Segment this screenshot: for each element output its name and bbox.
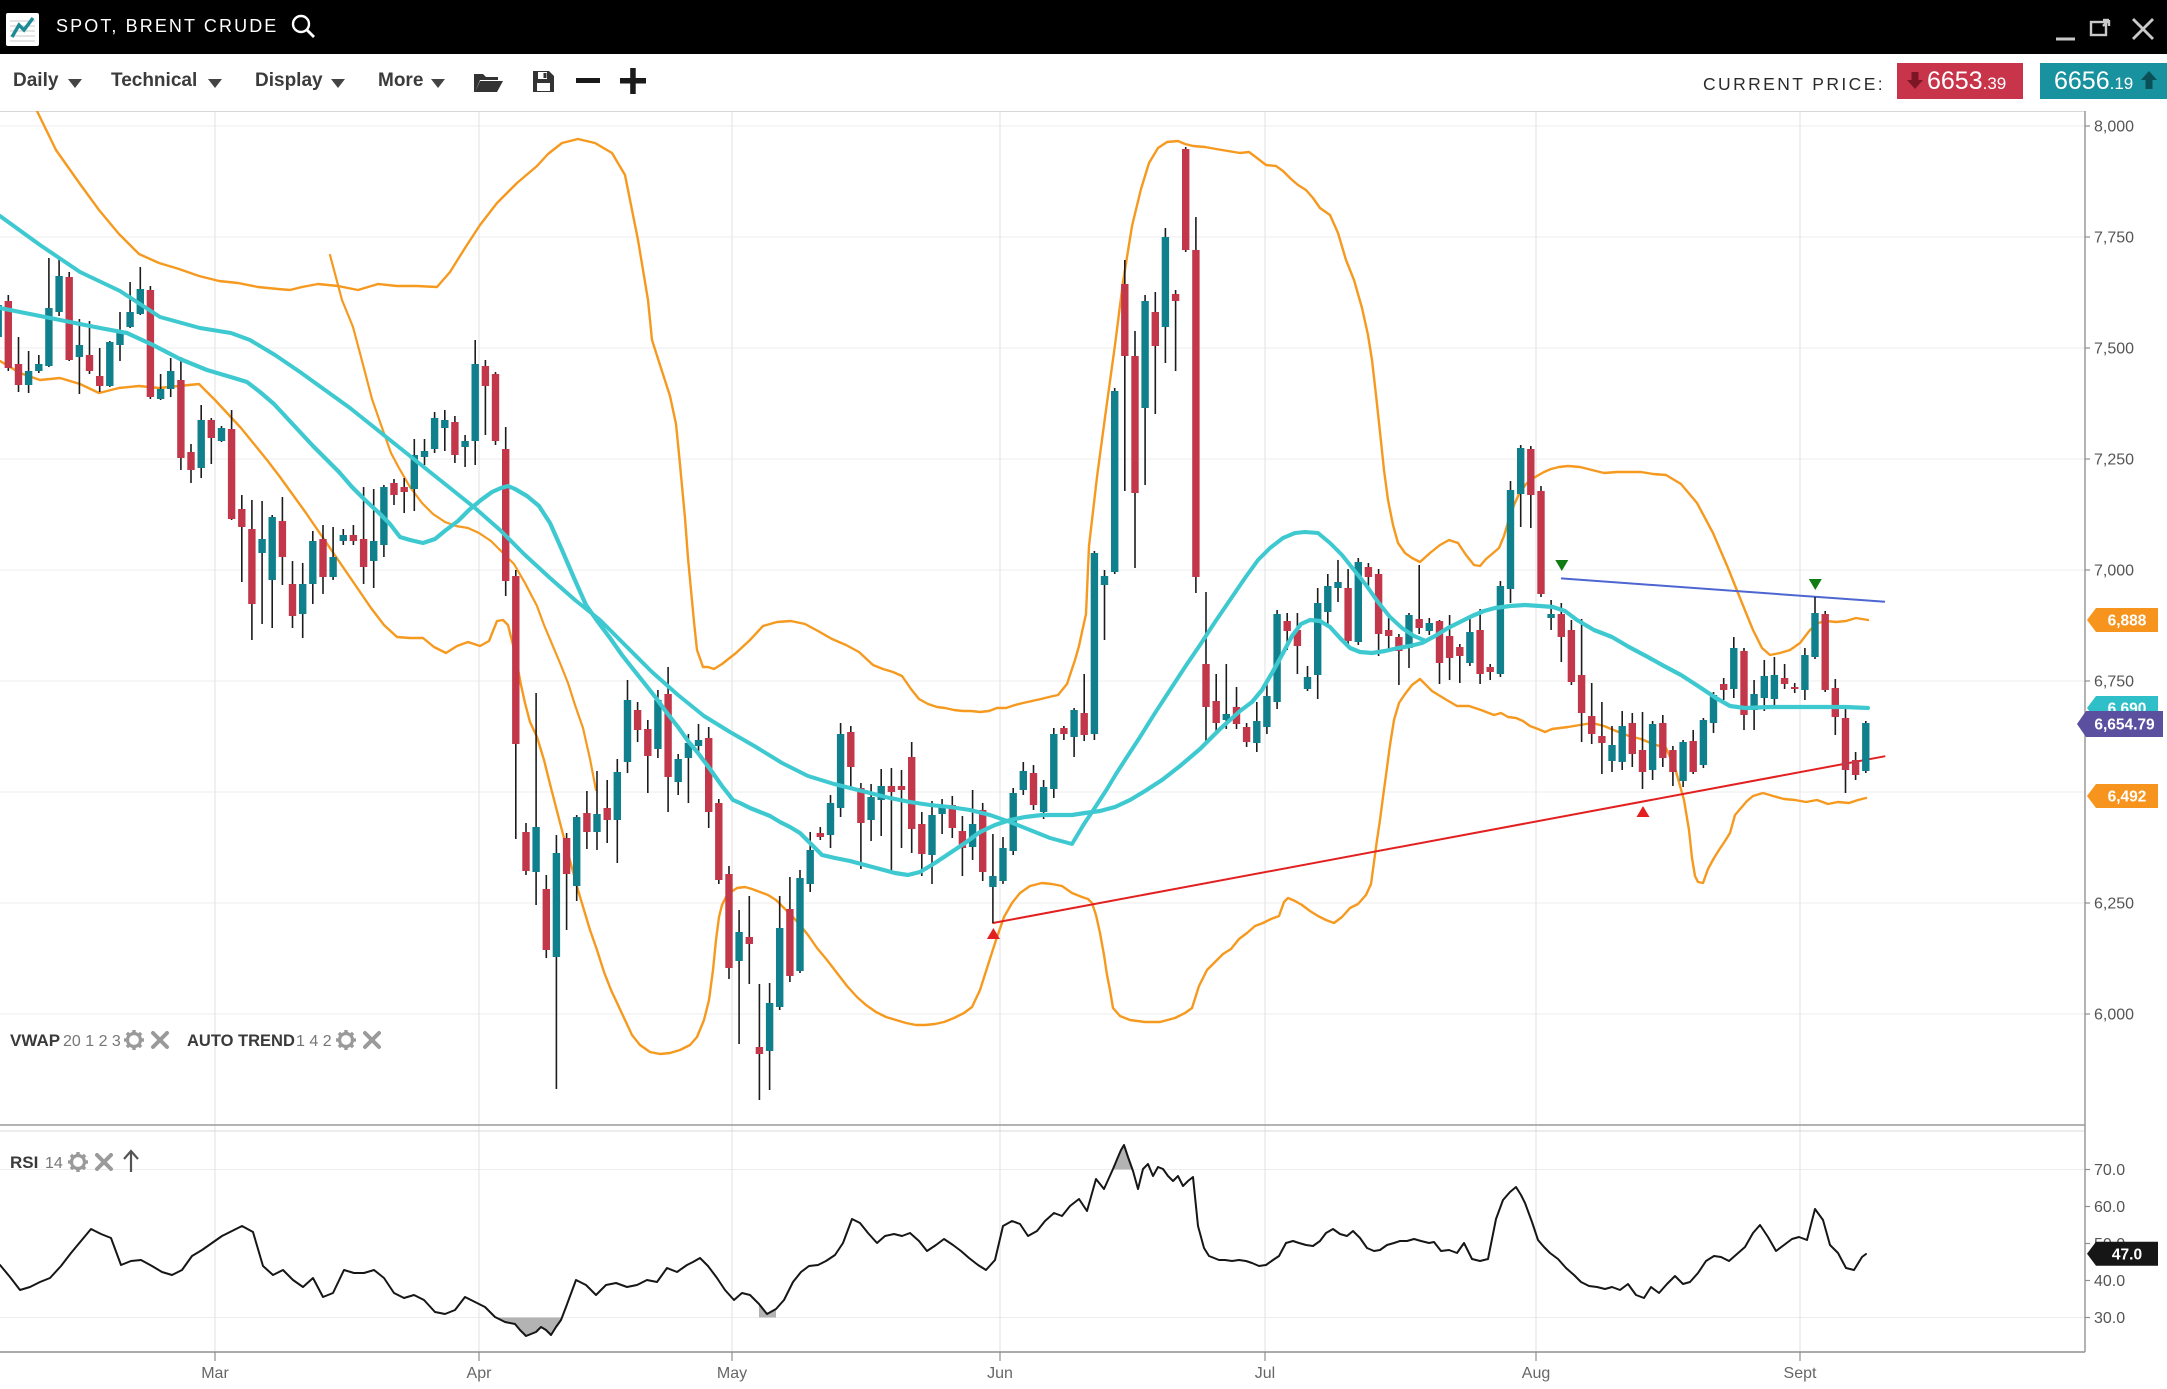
svg-text:6,654.79: 6,654.79 xyxy=(2094,717,2155,734)
svg-text:6,250: 6,250 xyxy=(2094,896,2134,913)
svg-text:Mar: Mar xyxy=(201,1365,229,1382)
svg-text:AUTO TREND: AUTO TREND xyxy=(187,1032,295,1050)
svg-text:6,750: 6,750 xyxy=(2094,674,2134,691)
svg-text:VWAP: VWAP xyxy=(10,1031,60,1050)
svg-text:Sept: Sept xyxy=(1784,1365,1817,1382)
svg-text:6,888: 6,888 xyxy=(2108,613,2147,630)
svg-text:30.0: 30.0 xyxy=(2094,1310,2125,1327)
svg-text:Aug: Aug xyxy=(1522,1365,1550,1382)
svg-text:14: 14 xyxy=(45,1155,63,1172)
svg-text:1 4 2: 1 4 2 xyxy=(296,1033,332,1050)
svg-text:8,000: 8,000 xyxy=(2094,119,2134,136)
svg-text:40.0: 40.0 xyxy=(2094,1273,2125,1290)
svg-text:7,250: 7,250 xyxy=(2094,452,2134,469)
svg-text:6656.19: 6656.19 xyxy=(2054,67,2133,95)
svg-text:6,000: 6,000 xyxy=(2094,1007,2134,1024)
svg-text:Jun: Jun xyxy=(987,1365,1013,1382)
svg-text:70.0: 70.0 xyxy=(2094,1162,2125,1179)
svg-text:7,750: 7,750 xyxy=(2094,230,2134,247)
svg-text:6653.39: 6653.39 xyxy=(1927,67,2006,95)
svg-text:47.0: 47.0 xyxy=(2112,1246,2142,1263)
svg-text:60.0: 60.0 xyxy=(2094,1199,2125,1216)
svg-text:7,500: 7,500 xyxy=(2094,341,2134,358)
svg-text:Jul: Jul xyxy=(1255,1365,1275,1382)
svg-text:RSI: RSI xyxy=(10,1153,38,1172)
svg-text:Apr: Apr xyxy=(467,1365,493,1382)
svg-text:20 1 2 3: 20 1 2 3 xyxy=(63,1033,121,1050)
svg-text:6,492: 6,492 xyxy=(2108,789,2147,806)
svg-text:May: May xyxy=(717,1365,747,1382)
svg-text:7,000: 7,000 xyxy=(2094,563,2134,580)
